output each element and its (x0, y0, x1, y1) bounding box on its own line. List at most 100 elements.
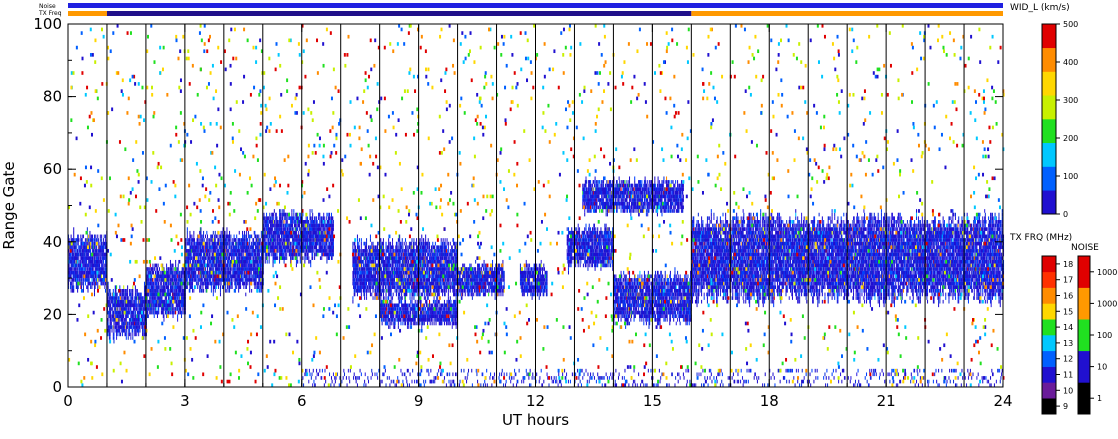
echo-cell (105, 249, 107, 253)
echo-cell (91, 267, 93, 271)
echo-cell (156, 299, 158, 304)
echo-cell (182, 270, 184, 275)
echo-cell (284, 252, 286, 257)
echo-cell (205, 278, 207, 282)
echo-cell (213, 285, 215, 289)
echo-cell (215, 263, 217, 268)
echo-cell (180, 270, 183, 275)
echo-cell (189, 274, 191, 279)
echo-cell (160, 299, 162, 304)
echo-cell (216, 281, 218, 286)
echo-cell (171, 288, 173, 293)
echo-cell (155, 288, 157, 293)
echo-cell (380, 288, 382, 293)
echo-cell (86, 238, 88, 242)
echo-cell (260, 288, 262, 293)
echo-cell (212, 270, 214, 275)
echo-cell (149, 307, 151, 311)
echo-cell (161, 296, 163, 300)
echo-cell (167, 296, 170, 300)
echo-cell (352, 296, 354, 300)
echo-cell (152, 285, 154, 289)
echo-cell (146, 310, 148, 315)
echo-cell (190, 252, 192, 257)
echo-cell (86, 238, 88, 242)
echo-cell (104, 270, 106, 275)
echo-cell (308, 220, 310, 224)
echo-cell (358, 270, 360, 275)
echo-cell (226, 238, 228, 242)
echo-cell (123, 318, 125, 322)
echo-cell (329, 256, 331, 260)
echo-cell (121, 332, 123, 337)
echo-cell (113, 296, 115, 300)
echo-cell (317, 216, 320, 221)
echo-cell (244, 252, 246, 257)
echo-cell (222, 259, 224, 264)
echo-cell (105, 281, 107, 286)
echo-cell (303, 241, 305, 246)
echo-cell (167, 310, 170, 315)
echo-cell (230, 234, 232, 239)
echo-cell (93, 241, 96, 246)
echo-cell (199, 241, 201, 246)
echo-cell (156, 299, 158, 304)
echo-cell (221, 278, 223, 282)
echo-cell (83, 252, 85, 257)
echo-cell (194, 274, 196, 279)
echo-cell (221, 274, 223, 279)
echo-cell (206, 252, 208, 257)
echo-cell (162, 292, 164, 297)
echo-cell (158, 310, 160, 315)
echo-cell (108, 314, 110, 319)
echo-cell (71, 270, 73, 275)
echo-cell (103, 259, 105, 264)
echo-cell (264, 238, 266, 242)
echo-cell (219, 245, 221, 250)
echo-cell (366, 245, 368, 250)
echo-cell (207, 241, 209, 246)
echo-cell (127, 321, 129, 326)
echo-cell (126, 325, 128, 329)
echo-cell (175, 278, 177, 282)
echo-cell (186, 252, 188, 257)
echo-cell (304, 256, 306, 260)
echo-cell (190, 256, 192, 260)
echo-cell (90, 274, 92, 279)
echo-cell (176, 307, 178, 311)
echo-cell (275, 212, 277, 217)
echo-cell (78, 259, 80, 264)
echo-cell (94, 256, 96, 260)
echo-cell (155, 303, 157, 308)
echo-cell (177, 270, 179, 275)
echo-cell (162, 307, 164, 311)
echo-cell (91, 256, 93, 260)
echo-cell (217, 259, 219, 264)
echo-cell (205, 241, 207, 246)
echo-cell (144, 303, 146, 308)
echo-cell (95, 263, 97, 268)
echo-cell (127, 314, 129, 319)
echo-cell (113, 303, 115, 308)
echo-cell (97, 267, 99, 271)
echo-cell (163, 285, 165, 289)
echo-cell (170, 270, 172, 275)
echo-cell (380, 285, 382, 289)
echo-cell (380, 281, 383, 286)
echo-cell (162, 310, 164, 315)
echo-cell (146, 314, 148, 319)
echo-cell (82, 234, 84, 239)
echo-cell (185, 278, 187, 282)
echo-cell (169, 285, 171, 289)
echo-cell (175, 299, 177, 304)
echo-cell (96, 263, 98, 268)
echo-cell (149, 303, 151, 308)
echo-cell (319, 216, 321, 221)
echo-cell (234, 267, 236, 271)
echo-cell (209, 274, 211, 279)
echo-cell (234, 281, 236, 286)
echo-cell (77, 252, 79, 257)
echo-cell (295, 223, 297, 228)
echo-cell (319, 220, 321, 224)
echo-cell (206, 263, 208, 268)
